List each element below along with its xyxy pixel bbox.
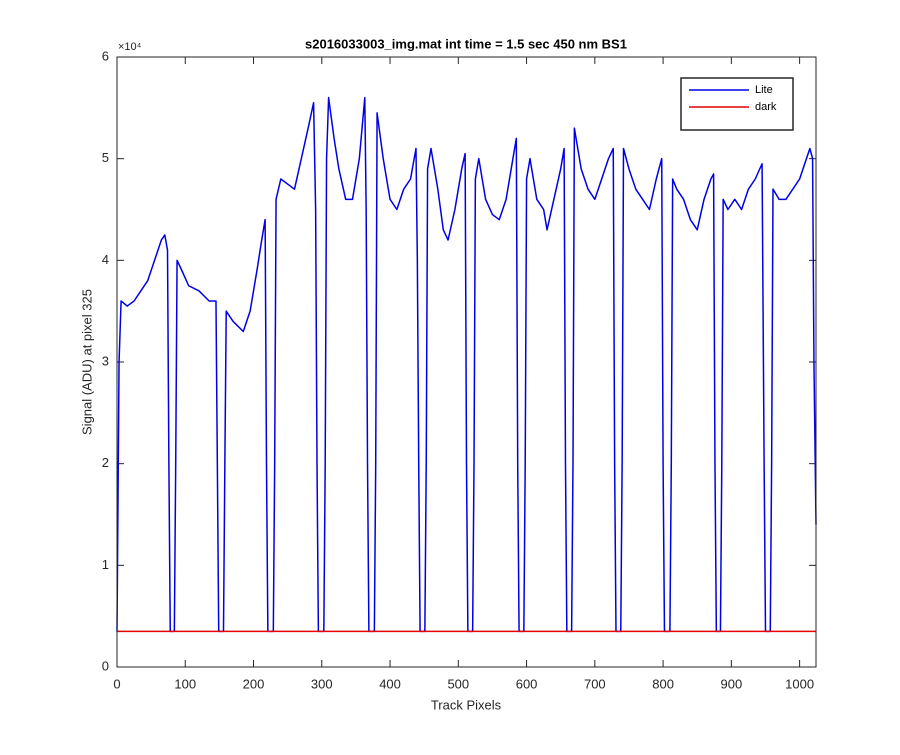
- x-tick-label: 200: [243, 676, 265, 691]
- x-tick-label: 500: [447, 676, 469, 691]
- y-axis-label: Signal (ADU) at pixel 325: [79, 289, 94, 435]
- x-tick-label: 700: [584, 676, 606, 691]
- x-tick-label: 300: [311, 676, 333, 691]
- x-tick-label: 800: [652, 676, 674, 691]
- y-tick-label: 5: [102, 150, 109, 165]
- y-tick-label: 3: [102, 353, 109, 368]
- legend-label: dark: [755, 101, 777, 113]
- axes-box: [116, 56, 817, 668]
- x-tick-label: 600: [516, 676, 538, 691]
- x-axis-label: Track Pixels: [431, 697, 502, 712]
- legend-box: [680, 77, 794, 131]
- y-tick-label: 0: [102, 658, 109, 673]
- x-tick-label: 100: [174, 676, 196, 691]
- y-tick-label: 4: [102, 252, 109, 267]
- y-tick-label: 6: [102, 48, 109, 63]
- x-tick-label: 900: [721, 676, 743, 691]
- x-tick-label: 0: [113, 676, 120, 691]
- x-tick-label: 400: [379, 676, 401, 691]
- y-exponent: ×10⁴: [118, 41, 142, 53]
- y-tick-label: 2: [102, 455, 109, 470]
- y-tick-label: 1: [102, 557, 109, 572]
- x-tick-label: 1000: [785, 676, 814, 691]
- chart-title: s2016033003_img.mat int time = 1.5 sec 4…: [305, 36, 627, 51]
- data-line: [116, 96, 817, 633]
- legend-label: Lite: [755, 84, 773, 96]
